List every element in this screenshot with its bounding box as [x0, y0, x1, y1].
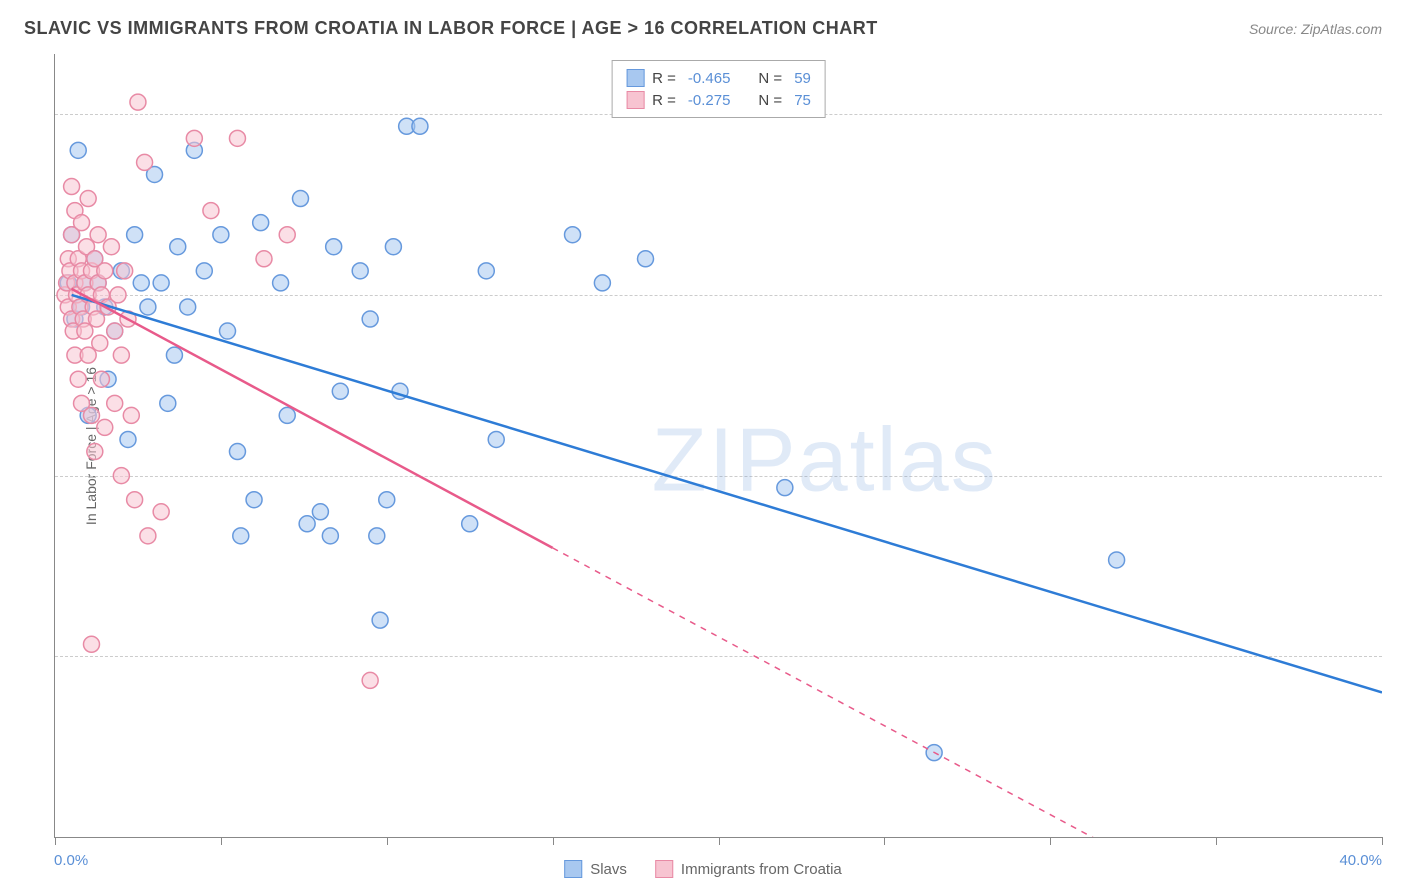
legend-swatch-slavs	[564, 860, 582, 878]
legend-correlation-box: R = -0.465 N = 59 R = -0.275 N = 75	[611, 60, 826, 118]
x-tick	[1216, 837, 1217, 845]
chart-title: SLAVIC VS IMMIGRANTS FROM CROATIA IN LAB…	[24, 18, 878, 39]
legend-stat-value: -0.275	[688, 92, 731, 109]
x-tick	[221, 837, 222, 845]
legend-stat-label: N =	[758, 92, 782, 109]
legend-label: Immigrants from Croatia	[681, 861, 842, 878]
chart-header: SLAVIC VS IMMIGRANTS FROM CROATIA IN LAB…	[0, 0, 1406, 51]
chart-source: Source: ZipAtlas.com	[1249, 21, 1382, 37]
legend-series: Slavs Immigrants from Croatia	[564, 860, 842, 878]
y-tick-label: 80.0%	[1392, 106, 1406, 123]
x-axis-max-label: 40.0%	[1339, 852, 1382, 869]
x-axis-min-label: 0.0%	[54, 852, 88, 869]
x-tick	[553, 837, 554, 845]
legend-swatch-croatia	[655, 860, 673, 878]
x-tick	[1382, 837, 1383, 845]
legend-stat-label: N =	[758, 70, 782, 87]
x-tick	[719, 837, 720, 845]
x-tick	[387, 837, 388, 845]
legend-swatch-slavs	[626, 69, 644, 87]
y-tick-label: 65.0%	[1392, 286, 1406, 303]
y-tick-label: 35.0%	[1392, 648, 1406, 665]
x-tick	[55, 837, 56, 845]
x-tick	[1050, 837, 1051, 845]
chart-plot-area: ZIPatlas R = -0.465 N = 59 R = -0.275 N …	[54, 54, 1382, 838]
legend-stat-value: 75	[794, 92, 811, 109]
legend-stat-label: R =	[652, 70, 676, 87]
y-tick-label: 50.0%	[1392, 467, 1406, 484]
legend-stat-value: -0.465	[688, 70, 731, 87]
legend-label: Slavs	[590, 861, 627, 878]
legend-stat-label: R =	[652, 92, 676, 109]
legend-row: R = -0.465 N = 59	[626, 67, 811, 89]
legend-item-slavs: Slavs	[564, 860, 627, 878]
scatter-svg	[55, 54, 1382, 837]
legend-stat-value: 59	[794, 70, 811, 87]
x-tick	[884, 837, 885, 845]
legend-swatch-croatia	[626, 91, 644, 109]
legend-item-croatia: Immigrants from Croatia	[655, 860, 842, 878]
legend-row: R = -0.275 N = 75	[626, 89, 811, 111]
